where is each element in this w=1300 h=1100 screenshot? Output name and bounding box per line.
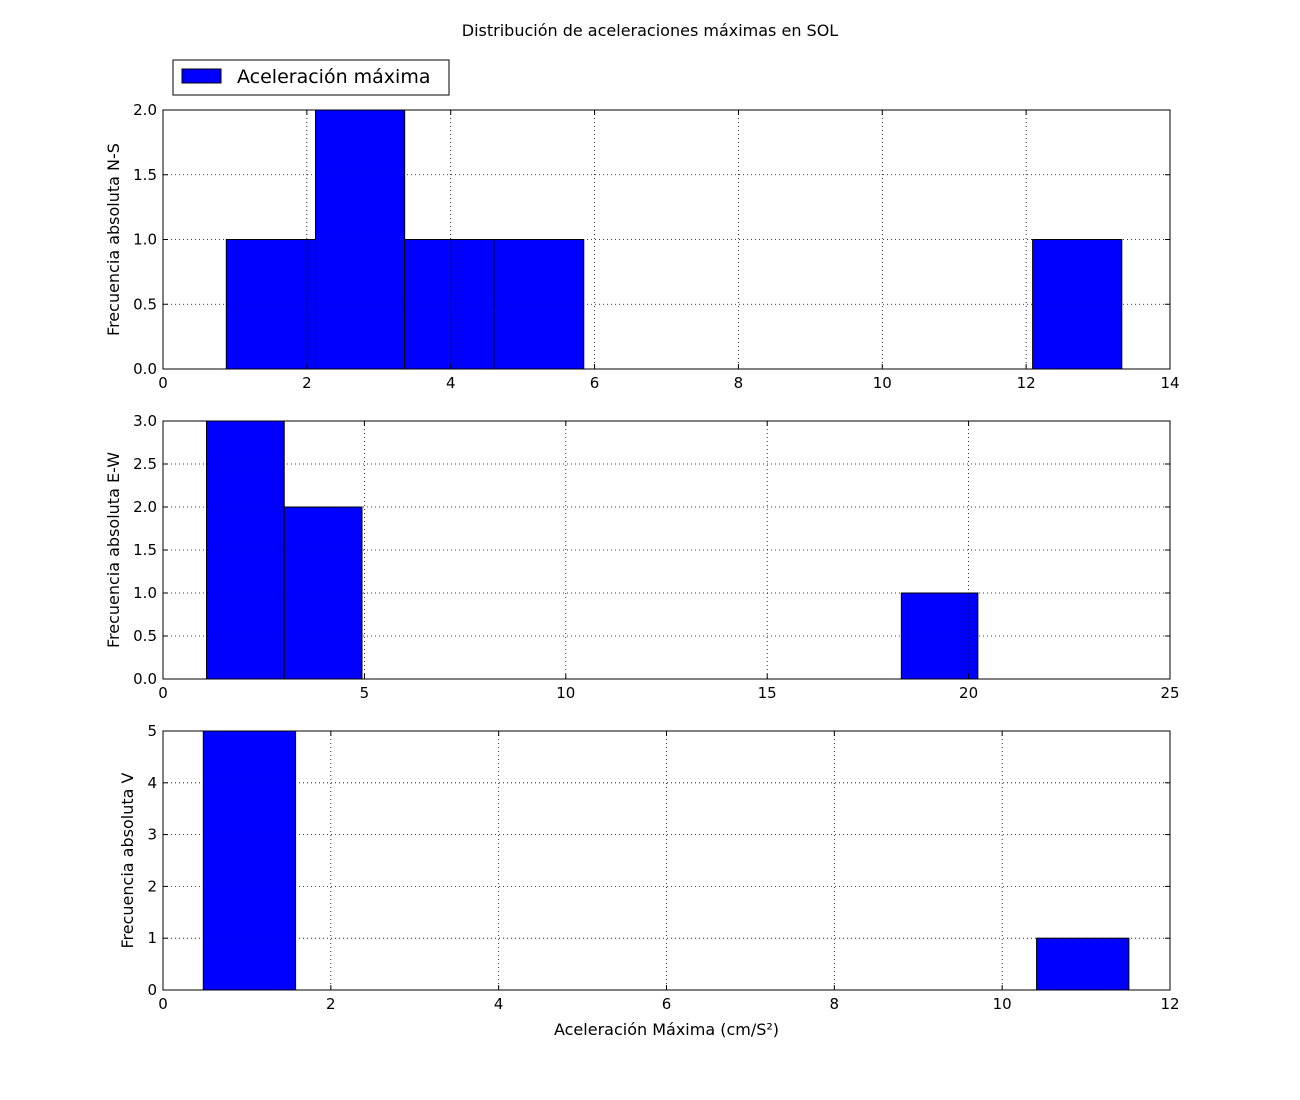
x-tick-label: 12 [1017,374,1036,392]
histogram-bar-1-4 [493,239,585,370]
y-tick-label: 2 [147,877,157,895]
histogram-bar-1-1 [225,239,316,370]
y-tick-label: 0.0 [133,670,157,688]
x-tick-label: 10 [556,684,575,702]
y-axis-label: Frecuencia absoluta N-S [104,143,123,336]
x-tick-label: 2 [302,374,312,392]
x-tick-label: 8 [734,374,744,392]
histogram-bar-1-5 [1032,239,1123,370]
x-tick-label: 15 [758,684,777,702]
x-tick-label: 14 [1160,374,1179,392]
x-tick-label: 8 [830,995,840,1013]
y-tick-label: 1.0 [133,584,157,602]
x-tick-label: 5 [360,684,370,702]
x-tick-label: 12 [1160,995,1179,1013]
histogram-bar-3-1 [202,730,297,991]
x-tick-label: 4 [446,374,456,392]
legend: Aceleración máxima [172,59,450,96]
y-axis-label: Frecuencia absoluta E-W [104,452,123,648]
y-tick-label: 0.5 [133,627,157,645]
y-tick-label: 0.0 [133,360,157,378]
y-tick-label: 4 [147,774,157,792]
x-tick-label: 2 [326,995,336,1013]
figure-title: Distribución de aceleraciones máximas en… [462,21,839,40]
histogram-bar-2-1 [206,420,285,680]
histogram-bar-1-3 [404,239,495,370]
subplot-2: 0 5 10 15 20 25 0.0 0.5 1.0 1.5 2.0 2.5 3.0 Frecuenci… [104,412,1180,702]
y-tick-label: 3 [147,826,157,844]
subplot-1: 0 2 4 6 8 10 12 14 0.0 0.5 1.0 1.5 2.0 Frecuencia abs… [104,101,1180,392]
axes-frame [162,730,1171,991]
x-tick-label: 0 [158,374,168,392]
y-tick-label: 2.5 [133,455,157,473]
x-axis-label: Aceleración Máxima (cm/S²) [554,1020,779,1039]
x-tick-label: 25 [1160,684,1179,702]
x-tick-label: 10 [993,995,1012,1013]
axes-frame [162,420,1171,680]
axes-frame [162,109,1171,370]
legend-label: Aceleración máxima [237,66,430,88]
y-tick-label: 1.5 [133,541,157,559]
x-tick-label: 4 [494,995,504,1013]
legend-swatch [181,68,222,84]
y-tick-label: 0 [147,981,157,999]
y-tick-label: 1.5 [133,166,157,184]
y-tick-label: 2.0 [133,101,157,119]
y-tick-label: 3.0 [133,412,157,430]
x-tick-label: 6 [662,995,672,1013]
x-tick-label: 10 [873,374,892,392]
y-tick-label: 0.5 [133,295,157,313]
x-tick-label: 0 [158,684,168,702]
x-tick-label: 0 [158,995,168,1013]
y-tick-label: 1 [147,929,157,947]
histogram-bar-3-2 [1036,937,1130,991]
x-tick-label: 6 [590,374,600,392]
y-tick-label: 2.0 [133,498,157,516]
y-tick-label: 1.0 [133,231,157,249]
y-tick-label: 5 [147,722,157,740]
x-tick-label: 20 [959,684,978,702]
y-axis-label: Frecuencia absoluta V [118,772,137,948]
